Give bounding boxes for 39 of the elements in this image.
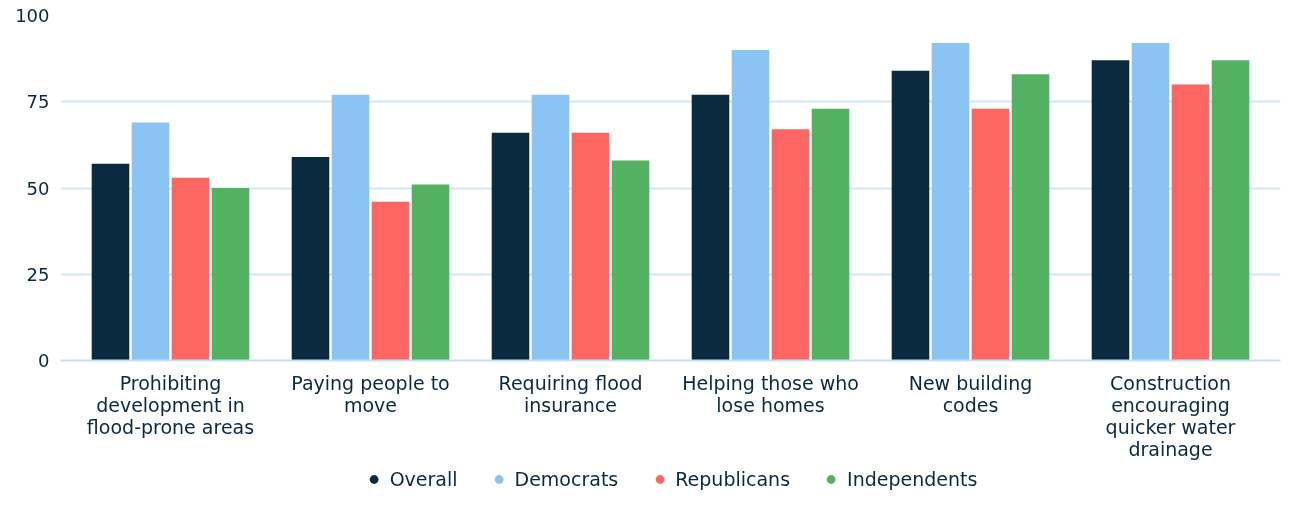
- bar: [891, 70, 930, 361]
- bar: [1131, 43, 1170, 361]
- bar: [291, 156, 330, 361]
- bar: [371, 201, 410, 361]
- x-tick-label: Helping those who lose homes: [682, 371, 859, 416]
- x-tick-label: New building codes: [908, 371, 1033, 416]
- bar: [531, 94, 570, 361]
- bar: [731, 50, 770, 361]
- x-tick-label: Paying people to move: [291, 371, 450, 416]
- legend-label: Republicans: [675, 468, 791, 490]
- bar: [411, 184, 450, 361]
- bar: [691, 94, 730, 361]
- bar: [1171, 84, 1210, 361]
- y-tick-label: 25: [26, 263, 50, 285]
- bar: [611, 160, 650, 361]
- bar: [931, 43, 970, 361]
- bar: [811, 108, 850, 361]
- bar: [91, 163, 130, 361]
- legend-label: Democrats: [514, 468, 619, 490]
- bar: [211, 188, 250, 361]
- bar: [331, 94, 370, 361]
- y-tick-label: 100: [15, 5, 50, 26]
- legend-label: Overall: [389, 468, 458, 490]
- bar: [1091, 60, 1130, 361]
- x-tick-label: Requiring flood insurance: [498, 371, 643, 416]
- bar: [131, 122, 170, 361]
- bar: [171, 177, 210, 361]
- x-tick-label: Prohibiting development in flood-prone areas: [86, 371, 255, 438]
- legend-label: Independents: [847, 468, 978, 490]
- x-tick-label: Construction encouraging quicker water drainage: [1105, 371, 1236, 460]
- bar: [971, 108, 1010, 361]
- bar: [1011, 74, 1050, 361]
- y-tick-label: 50: [26, 177, 50, 199]
- y-tick-label: 75: [26, 91, 50, 113]
- bar: [491, 132, 530, 361]
- bar: [771, 129, 810, 361]
- bar: [571, 132, 610, 361]
- y-tick-label: 0: [38, 350, 50, 371]
- bar: [1211, 60, 1250, 361]
